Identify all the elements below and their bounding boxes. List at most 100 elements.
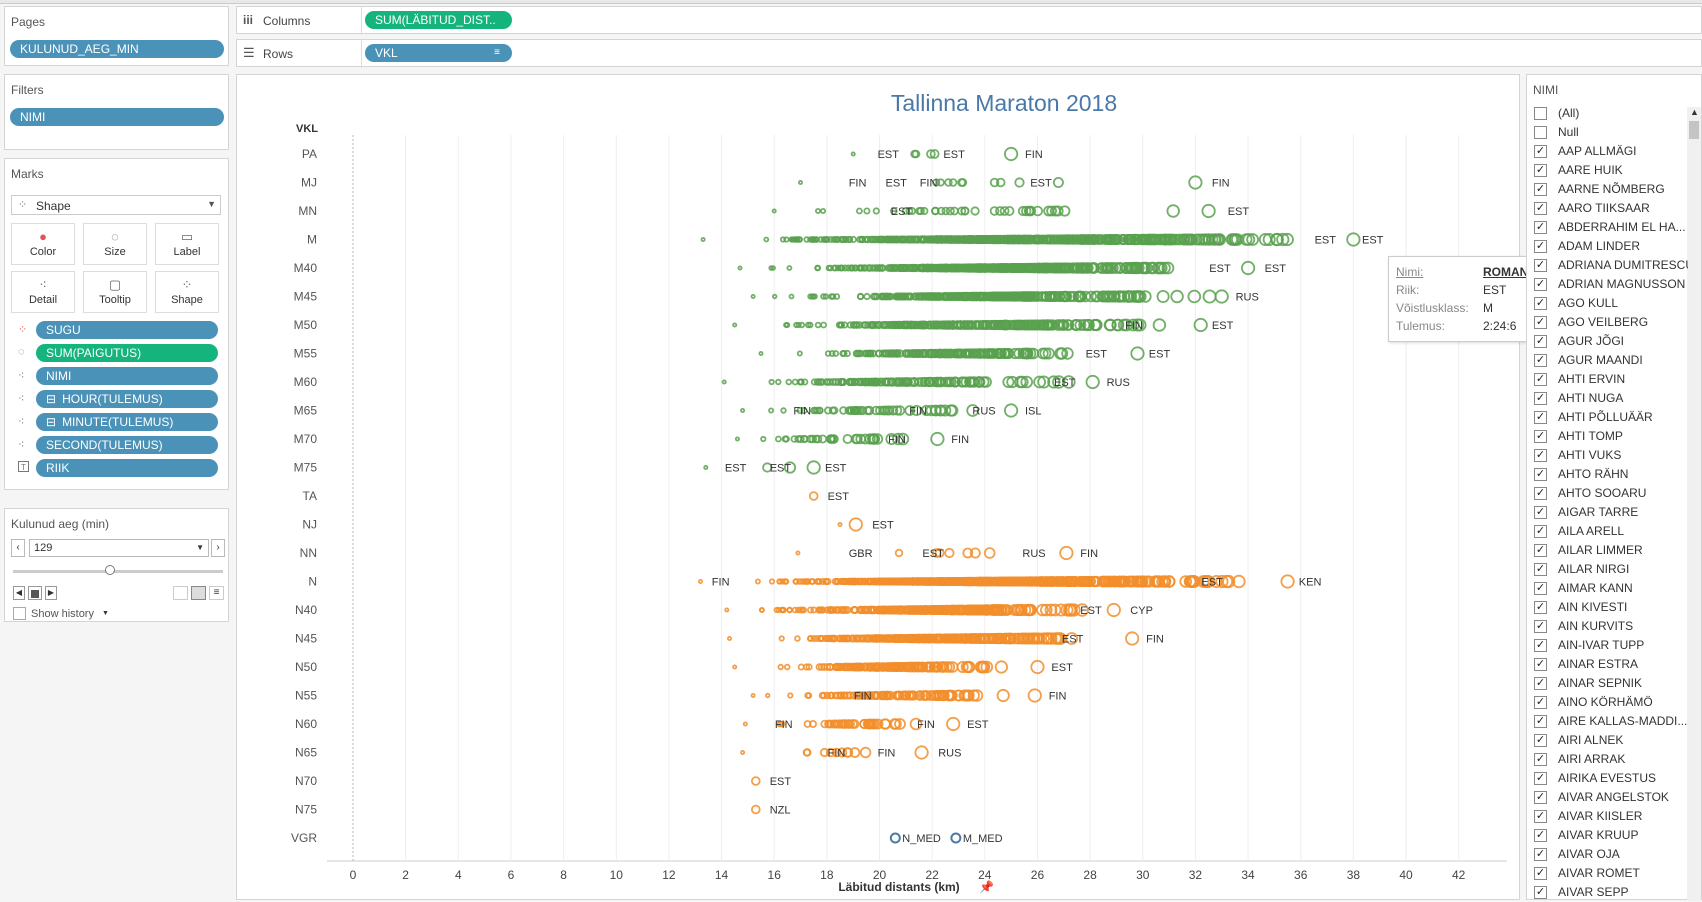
data-point[interactable] <box>854 377 863 387</box>
data-point[interactable] <box>832 350 840 357</box>
data-point[interactable] <box>967 689 980 702</box>
data-point[interactable] <box>894 548 904 558</box>
data-point[interactable] <box>920 404 933 417</box>
data-point[interactable] <box>840 349 848 357</box>
data-point[interactable] <box>873 605 883 615</box>
filter-scrollbar[interactable]: ▲ <box>1687 107 1701 901</box>
data-point[interactable] <box>984 291 995 302</box>
data-point[interactable] <box>873 662 883 672</box>
filter-item[interactable]: ✓ AIVAR KRUUP <box>1530 826 1688 845</box>
filter-item[interactable]: ✓ AHTO RÄHN <box>1530 465 1688 484</box>
data-point[interactable] <box>854 691 863 700</box>
checked-checkbox-icon[interactable]: ✓ <box>1534 620 1547 633</box>
data-point[interactable] <box>1033 375 1046 389</box>
checked-checkbox-icon[interactable]: ✓ <box>1534 734 1547 747</box>
data-point[interactable] <box>967 320 977 330</box>
data-point[interactable] <box>1187 575 1201 588</box>
data-point[interactable] <box>1151 575 1164 588</box>
data-point[interactable] <box>737 265 743 271</box>
show-history-checkbox[interactable] <box>13 607 26 620</box>
data-point[interactable] <box>843 349 851 358</box>
data-point[interactable] <box>778 720 786 728</box>
columns-pill[interactable]: SUM(LÄBITUD_DIST.. <box>365 11 512 29</box>
mark-field-pill[interactable]: ⊟ MINUTE(TULEMUS) <box>36 413 218 431</box>
data-point[interactable] <box>768 407 775 414</box>
data-point[interactable] <box>1219 574 1234 589</box>
data-point[interactable] <box>931 661 943 673</box>
data-point[interactable] <box>893 377 903 387</box>
data-point[interactable] <box>820 691 828 700</box>
data-point[interactable] <box>940 263 950 273</box>
data-point[interactable] <box>1022 291 1034 302</box>
data-point[interactable] <box>996 348 1007 359</box>
checked-checkbox-icon[interactable]: ✓ <box>1534 677 1547 690</box>
checked-checkbox-icon[interactable]: ✓ <box>1534 373 1547 386</box>
data-point[interactable] <box>936 376 947 388</box>
data-point[interactable] <box>905 577 914 586</box>
data-point[interactable] <box>1044 603 1058 617</box>
data-point[interactable] <box>977 660 991 674</box>
data-point[interactable] <box>1000 291 1011 302</box>
data-point[interactable] <box>1052 319 1064 331</box>
data-point[interactable] <box>703 464 709 470</box>
data-point[interactable] <box>889 605 899 615</box>
data-point[interactable] <box>750 693 756 699</box>
data-point[interactable] <box>797 606 804 614</box>
data-point[interactable] <box>989 319 1000 331</box>
data-point[interactable] <box>810 606 818 614</box>
filter-item[interactable]: ✓ AIVAR ANGELSTOK <box>1530 788 1688 807</box>
data-point[interactable] <box>1158 233 1171 246</box>
data-point[interactable] <box>849 719 860 729</box>
data-point[interactable] <box>823 634 832 643</box>
checked-checkbox-icon[interactable]: ✓ <box>1534 145 1547 158</box>
data-point[interactable] <box>1215 574 1229 589</box>
data-point[interactable] <box>968 291 978 302</box>
data-point[interactable] <box>837 691 845 700</box>
data-point[interactable] <box>1152 318 1167 332</box>
data-point[interactable] <box>869 605 879 615</box>
data-point[interactable] <box>955 576 965 586</box>
data-point[interactable] <box>1047 576 1058 587</box>
checked-checkbox-icon[interactable]: ✓ <box>1534 411 1547 424</box>
data-point[interactable] <box>989 206 1000 216</box>
checked-checkbox-icon[interactable]: ✓ <box>1534 772 1547 785</box>
data-point[interactable] <box>827 634 836 643</box>
data-point[interactable] <box>825 264 833 272</box>
filter-item[interactable]: ✓ AHTI ERVIN <box>1530 370 1688 389</box>
stop-button[interactable] <box>28 586 42 600</box>
data-point[interactable] <box>800 406 808 415</box>
data-point[interactable] <box>1058 319 1070 331</box>
data-point[interactable] <box>817 635 825 643</box>
data-point[interactable] <box>979 348 991 359</box>
mark-field-pill[interactable]: RIIK <box>36 459 218 477</box>
data-point[interactable] <box>925 404 937 417</box>
data-point[interactable] <box>796 406 804 414</box>
data-point[interactable] <box>1043 234 1053 245</box>
data-point[interactable] <box>879 718 891 730</box>
data-point[interactable] <box>894 718 906 730</box>
filter-item[interactable]: ✓ AIMAR KANN <box>1530 579 1688 598</box>
data-point[interactable] <box>996 688 1010 703</box>
data-point[interactable] <box>845 377 854 387</box>
data-point[interactable] <box>839 406 848 415</box>
data-point[interactable] <box>872 235 880 244</box>
data-point[interactable] <box>960 376 972 388</box>
data-point[interactable] <box>953 263 963 273</box>
data-point[interactable] <box>1060 603 1074 617</box>
data-point[interactable] <box>1039 603 1053 617</box>
filter-item[interactable]: ✓ AIRIKA EVESTUS <box>1530 769 1688 788</box>
data-point[interactable] <box>964 633 976 644</box>
data-point[interactable] <box>969 547 981 559</box>
data-point[interactable] <box>1111 318 1125 332</box>
data-point[interactable] <box>742 721 748 727</box>
data-point[interactable] <box>897 377 907 387</box>
data-point[interactable] <box>914 292 923 301</box>
data-point[interactable] <box>1246 233 1259 246</box>
data-point[interactable] <box>1068 576 1080 587</box>
data-point[interactable] <box>952 633 963 644</box>
data-point[interactable] <box>942 376 954 388</box>
data-point[interactable] <box>817 606 825 614</box>
data-point[interactable] <box>930 605 941 616</box>
data-point[interactable] <box>911 661 922 673</box>
data-point[interactable] <box>758 350 764 356</box>
